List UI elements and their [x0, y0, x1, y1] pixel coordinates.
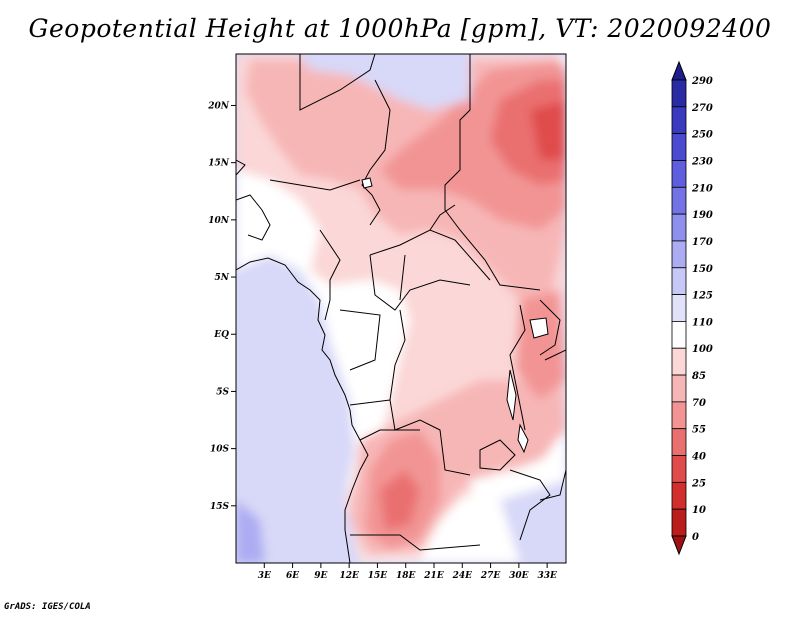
map-frame — [235, 53, 567, 564]
colorbar-segment — [671, 481, 687, 510]
blue-region-north — [300, 54, 470, 110]
lat-tick-label: 10S — [210, 445, 230, 455]
colorbar-segment — [671, 240, 687, 269]
lon-tick-label: 12E — [339, 571, 359, 581]
ocean-region-west — [236, 255, 355, 563]
ocean-region-se — [500, 480, 566, 563]
colorbar-label: 55 — [692, 425, 706, 436]
ocean-region-sw — [236, 500, 265, 563]
colorbar-label: 190 — [692, 210, 713, 221]
lat-tick-label: 10N — [208, 216, 230, 226]
colorbar-label: 125 — [692, 291, 713, 302]
colorbar-segment — [671, 535, 687, 556]
colorbar-label: 70 — [692, 398, 706, 409]
colorbar-segment — [671, 60, 687, 81]
lat-tick-label: EQ — [213, 330, 229, 340]
colorbar-label: 290 — [691, 76, 713, 87]
map-title: Geopotential Height at 1000hPa [gpm], VT… — [28, 14, 772, 43]
lake-tanganyika — [506, 369, 517, 421]
colorbar-label: 100 — [692, 344, 713, 355]
land-region-midred-e — [515, 290, 566, 400]
lat-tick-label: 5N — [215, 273, 230, 283]
colorbar-segment — [671, 294, 687, 322]
land-region-red-s — [380, 470, 420, 530]
land-region-deepred — [530, 100, 566, 160]
latitude-axis: 20N 15N 10N 5N EQ 5S 10S 15S — [207, 101, 236, 512]
lon-tick-label: 21E — [423, 571, 444, 581]
colorbar-segment — [671, 347, 687, 376]
colorbar-segment — [671, 321, 687, 349]
colorbar-segment — [671, 401, 687, 430]
lon-tick-label: 6E — [286, 571, 299, 581]
west-coastline — [236, 257, 369, 563]
colorbar-label: 0 — [692, 532, 699, 543]
colorbar-segment — [671, 374, 687, 403]
colorbar-label: 150 — [692, 264, 713, 275]
lat-tick-label: 15N — [208, 159, 230, 169]
colorbar-label: 210 — [691, 183, 713, 194]
lake-victoria — [529, 317, 549, 339]
lon-tick-label: 9E — [314, 571, 327, 581]
contour-field — [236, 54, 566, 563]
lakes — [361, 177, 549, 454]
lon-tick-label: 30E — [509, 571, 529, 581]
lat-tick-label: 20N — [207, 101, 230, 111]
colorbar-label: 230 — [691, 156, 713, 167]
country-borders — [236, 54, 566, 563]
lon-tick-label: 18E — [396, 571, 416, 581]
colorbar-segment — [671, 133, 687, 161]
colorbar-segment — [671, 428, 687, 456]
lake-chad — [361, 177, 373, 189]
colorbar-label: 85 — [692, 371, 706, 382]
lon-tick-label: 24E — [452, 571, 473, 581]
colorbar-label: 270 — [691, 103, 713, 114]
colorbar-label: 25 — [691, 478, 706, 489]
lake-malawi — [517, 423, 529, 454]
lon-tick-label: 33E — [537, 571, 557, 581]
colorbar-label: 110 — [692, 317, 713, 328]
colorbar: 2902702502302101901701501251101008570554… — [671, 60, 713, 556]
colorbar-segment — [671, 79, 687, 108]
lat-tick-label: 15S — [210, 502, 230, 512]
colorbar-label: 10 — [692, 505, 706, 516]
colorbar-label: 250 — [691, 130, 713, 141]
longitude-axis: 3E 6E 9E 12E 15E 18E 21E 24E 27E 30E 33E — [258, 563, 557, 581]
lon-tick-label: 15E — [368, 571, 388, 581]
colorbar-label: 40 — [692, 452, 706, 463]
colorbar-segment — [671, 455, 687, 483]
colorbar-segment — [671, 160, 687, 188]
colorbar-segment — [671, 106, 687, 135]
colorbar-segment — [671, 267, 687, 295]
colorbar-label: 170 — [692, 237, 713, 248]
lon-tick-label: 27E — [480, 571, 501, 581]
grads-credit: GrADS: IGES/COLA — [4, 602, 91, 612]
colorbar-segment — [671, 186, 687, 215]
colorbar-segment — [671, 508, 687, 537]
colorbar-segment — [671, 213, 687, 242]
lat-tick-label: 5S — [216, 387, 229, 397]
lon-tick-label: 3E — [258, 571, 271, 581]
